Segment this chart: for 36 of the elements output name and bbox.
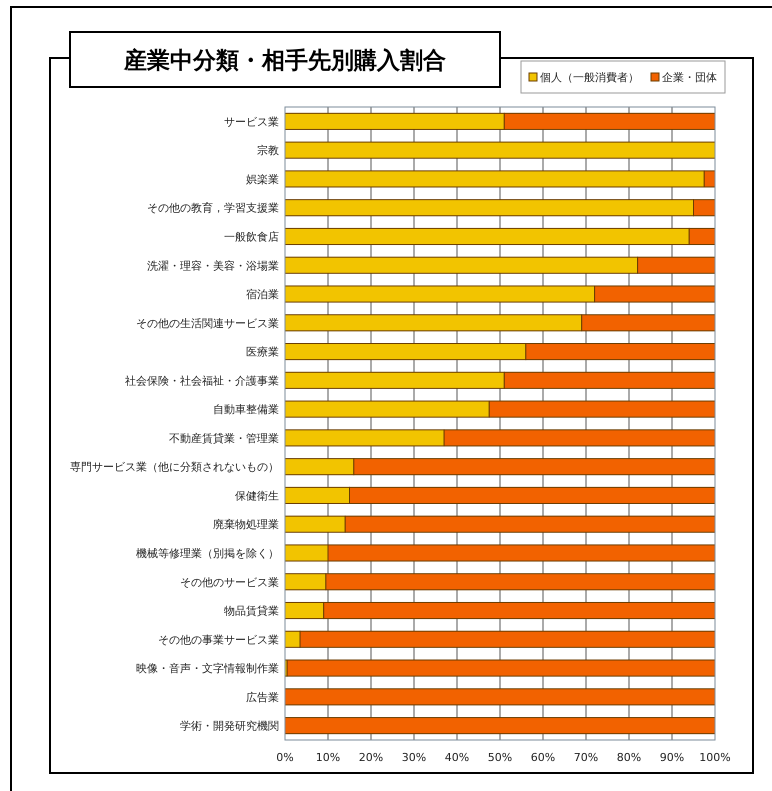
x-tick-label: 100% [699,751,731,764]
x-tick-label: 20% [358,751,384,764]
y-tick-label: サービス業 [224,115,279,128]
x-tick-label: 40% [444,751,470,764]
x-tick-label: 90% [660,751,684,764]
x-tick-label: 80% [616,751,642,764]
y-tick-label: 洗濯・理容・美容・浴場業 [147,259,279,272]
y-tick-label: 社会保険・社会福祉・介護事業 [125,374,279,388]
y-tick-label: その他の事業サービス業 [158,633,279,646]
y-tick-label: 保健衛生 [235,489,279,502]
y-tick-label: 専門サービス業（他に分類されないもの） [70,460,279,474]
y-tick-label: 宿泊業 [246,288,279,302]
x-tick-label: 0% [276,751,294,764]
y-tick-label: 娯楽業 [246,172,279,186]
legend-label: 個人（一般消費者） [540,71,639,84]
y-tick-label: 機械等修理業（別掲を除く） [136,546,279,560]
y-tick-label: 廃棄物処理業 [213,518,279,532]
y-tick-label: 広告業 [246,690,279,704]
y-tick-label: 学術・開発研究機関 [180,720,279,733]
x-tick-label: 50% [488,751,512,764]
y-tick-label: 不動産賃貸業・管理業 [169,432,279,445]
y-tick-label: 物品賃貸業 [224,604,279,618]
y-tick-label: その他の生活関連サービス業 [136,316,279,330]
y-tick-label: その他のサービス業 [180,576,279,589]
y-tick-label: その他の教育，学習支援業 [147,202,279,215]
y-tick-label: 映像・音声・文字情報制作業 [136,662,279,676]
x-tick-label: 30% [402,751,426,764]
x-tick-label: 60% [530,751,556,764]
y-tick-label: 宗教 [257,144,279,158]
x-tick-label: 70% [574,751,598,764]
y-tick-label: 医療業 [246,346,279,359]
y-tick-label: 一般飲食店 [224,230,279,244]
y-tick-label: 自動車整備業 [213,403,279,416]
chart-title: 産業中分類・相手先別購入割合 [123,47,446,74]
x-tick-label: 10% [316,751,340,764]
legend-label: 企業・団体 [662,71,717,84]
